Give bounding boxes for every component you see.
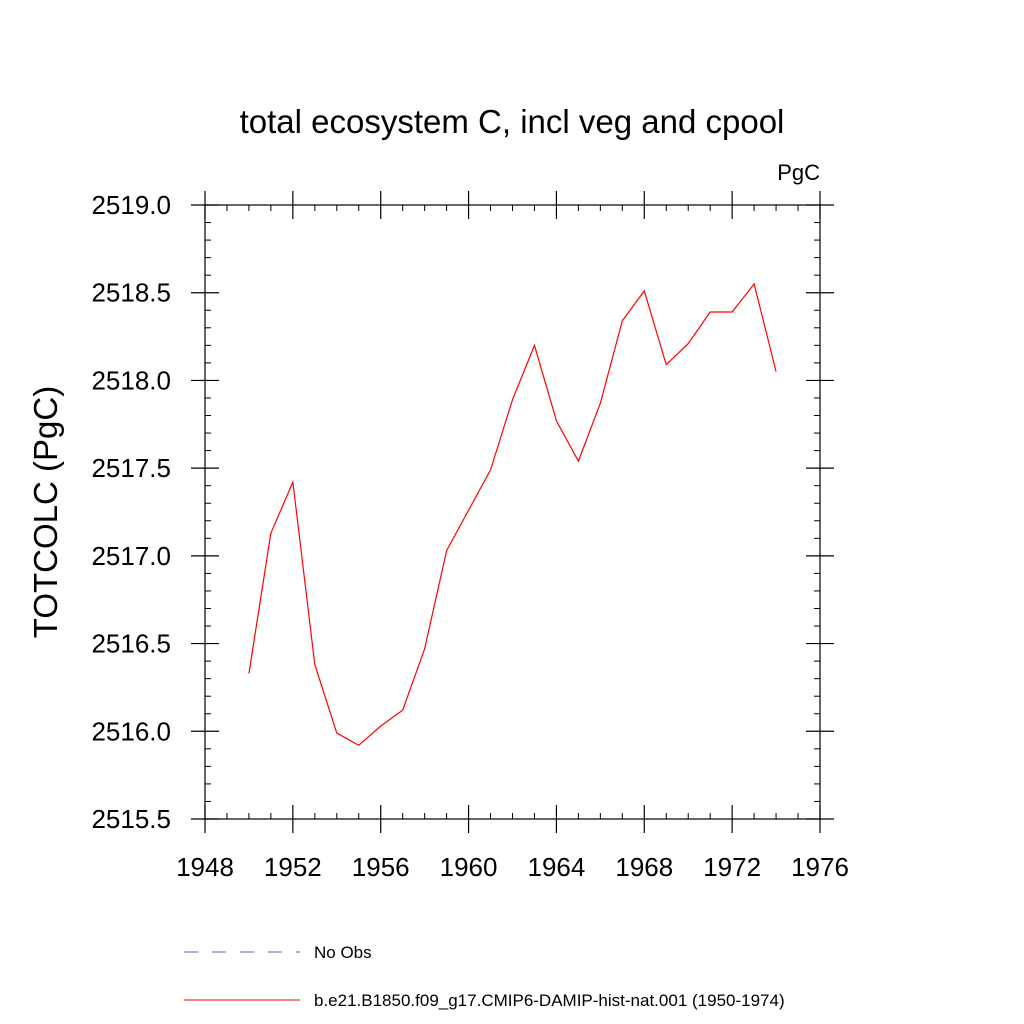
x-tick-label: 1976 <box>791 852 849 882</box>
x-axis-ticks <box>204 191 821 833</box>
plot-frame <box>204 204 821 820</box>
y-axis-tick-labels: 2515.5 2516.0 2516.5 2517.0 2517.5 2518.0 2518… <box>91 190 171 834</box>
y-tick-label: 2516.5 <box>91 629 171 659</box>
x-tick-label: 1952 <box>264 852 322 882</box>
chart-title: total ecosystem C, incl veg and cpool <box>240 103 785 140</box>
y-axis-label: TOTCOLC (PgC) <box>27 386 64 638</box>
series-layer <box>248 282 777 747</box>
legend: No Obs b.e21.B1850.f09_g17.CMIP6-DAMIP-hi… <box>184 943 785 1010</box>
units-label: PgC <box>777 160 820 185</box>
x-tick-label: 1968 <box>615 852 673 882</box>
x-tick-label: 1972 <box>703 852 761 882</box>
x-tick-label: 1960 <box>440 852 498 882</box>
x-axis-tick-labels: 1948 1952 1956 1960 1964 1968 1972 1976 <box>176 852 849 882</box>
series-line <box>248 282 777 747</box>
y-tick-label: 2515.5 <box>91 804 171 834</box>
x-tick-label: 1956 <box>352 852 410 882</box>
y-tick-label: 2516.0 <box>91 716 171 746</box>
x-tick-label: 1948 <box>176 852 234 882</box>
y-axis-ticks <box>191 204 834 820</box>
legend-label: b.e21.B1850.f09_g17.CMIP6-DAMIP-hist-nat… <box>314 991 785 1010</box>
y-tick-label: 2517.0 <box>91 541 171 571</box>
x-tick-label: 1964 <box>528 852 586 882</box>
legend-label: No Obs <box>314 943 372 962</box>
y-tick-label: 2517.5 <box>91 453 171 483</box>
y-tick-label: 2518.5 <box>91 278 171 308</box>
y-tick-label: 2518.0 <box>91 365 171 395</box>
y-tick-label: 2519.0 <box>91 190 171 220</box>
